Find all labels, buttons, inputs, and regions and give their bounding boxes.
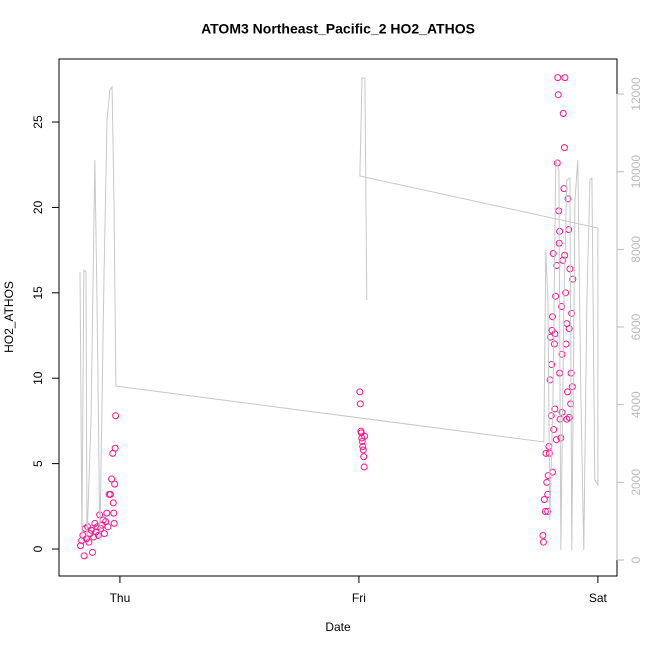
- data-point: [103, 509, 111, 517]
- x-axis-label: Date: [325, 620, 351, 634]
- data-point: [88, 548, 96, 556]
- y-tick-label: 20: [31, 200, 45, 214]
- data-point: [568, 309, 576, 317]
- data-point: [559, 109, 567, 117]
- data-point: [540, 495, 548, 503]
- chart-title: ATOM3 Northeast_Pacific_2 HO2_ATHOS: [201, 21, 475, 37]
- data-point: [539, 538, 547, 546]
- data-point: [551, 405, 559, 413]
- y2-tick-label: 4000: [629, 391, 643, 418]
- y2-tick-label: 8000: [629, 236, 643, 263]
- data-point: [552, 292, 560, 300]
- data-point: [552, 436, 560, 444]
- data-point: [551, 330, 559, 338]
- data-point: [361, 432, 369, 440]
- data-point: [111, 480, 119, 488]
- y2-tick-label: 12000: [629, 77, 643, 111]
- data-point: [558, 350, 566, 358]
- y-tick-label: 10: [31, 371, 45, 385]
- data-point: [565, 414, 573, 422]
- data-point: [565, 325, 573, 333]
- data-point: [554, 74, 562, 82]
- data-point: [547, 412, 555, 420]
- data-point: [539, 531, 547, 539]
- data-point: [356, 388, 364, 396]
- data-point: [97, 525, 105, 533]
- y2-tick-label: 0: [629, 556, 643, 563]
- y-tick-label: 25: [31, 115, 45, 129]
- data-point: [85, 538, 93, 546]
- x-tick-label: Fri: [352, 591, 366, 605]
- data-point: [558, 302, 566, 310]
- data-point: [554, 91, 562, 99]
- data-line: [79, 77, 599, 550]
- data-point: [359, 443, 367, 451]
- y2-tick-label: 2000: [629, 469, 643, 496]
- data-point: [80, 552, 88, 560]
- data-point: [550, 425, 558, 433]
- data-point: [550, 340, 558, 348]
- data-point: [568, 383, 576, 391]
- data-point: [561, 74, 569, 82]
- data-point: [562, 289, 570, 297]
- y-tick-label: 15: [31, 286, 45, 300]
- y-tick-label: 5: [31, 460, 45, 467]
- data-point: [360, 453, 368, 461]
- data-point: [77, 542, 85, 550]
- data-point: [87, 526, 95, 534]
- y-axis-label: HO2_ATHOS: [2, 281, 16, 353]
- x-tick-label: Thu: [110, 591, 131, 605]
- data-point: [544, 507, 552, 515]
- y2-tick-label: 10000: [629, 155, 643, 189]
- data-point: [104, 523, 112, 531]
- y-tick-label: 0: [31, 545, 45, 552]
- data-point: [548, 313, 556, 321]
- data-point: [356, 400, 364, 408]
- data-point: [359, 446, 367, 454]
- data-point: [106, 490, 114, 498]
- x-tick-label: Sat: [589, 591, 608, 605]
- data-point: [110, 519, 118, 527]
- data-point: [360, 463, 368, 471]
- data-point: [541, 507, 549, 515]
- data-point: [109, 499, 117, 507]
- data-point: [569, 275, 577, 283]
- data-point: [110, 509, 118, 517]
- data-point: [549, 250, 557, 258]
- data-point: [560, 144, 568, 152]
- data-point: [557, 434, 565, 442]
- data-point: [112, 412, 120, 420]
- data-point: [111, 444, 119, 452]
- data-point: [564, 195, 572, 203]
- data-point: [100, 530, 108, 538]
- y2-tick-label: 6000: [629, 313, 643, 340]
- data-point: [108, 475, 116, 483]
